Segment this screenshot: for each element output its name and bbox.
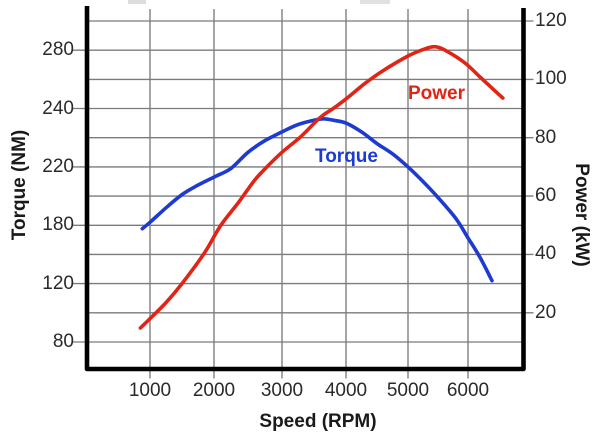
torque-curve	[140, 117, 494, 283]
x-tick-label: 2000	[192, 380, 236, 401]
y-left-tick-label: 80	[52, 330, 74, 352]
cropped-title-remnant	[360, 0, 390, 4]
torque-curve-label: Torque	[315, 146, 378, 167]
cropped-title-remnant	[128, 0, 146, 4]
y-right-axis-title: Power (kW)	[571, 163, 592, 267]
y-left-tick-label: 220	[42, 155, 74, 177]
y-left-tick-label: 280	[42, 39, 74, 61]
y-left-tick-label: 240	[42, 97, 74, 119]
y-left-tick-label: 180	[42, 214, 74, 236]
y-right-tick-label: 60	[535, 185, 557, 207]
x-tick-label: 3000	[260, 380, 304, 401]
power-curve-label: Power	[408, 83, 466, 104]
plot-border	[84, 6, 526, 372]
power-curve	[138, 44, 505, 330]
y-right-tick-label: 120	[535, 10, 567, 31]
y-right-tick-label: 20	[535, 301, 557, 323]
y-left-axis-title: Torque (NM)	[9, 129, 30, 241]
y-right-tick-label: 100	[535, 68, 567, 90]
y-right-tick-label: 80	[535, 126, 557, 148]
x-axis-title: Speed (RPM)	[259, 411, 377, 432]
x-tick-label: 5000	[386, 380, 430, 401]
y-left-tick-label: 120	[42, 272, 74, 294]
x-tick-label: 6000	[446, 380, 490, 401]
x-tick-label: 4000	[324, 380, 368, 401]
y-right-tick-label: 40	[535, 243, 557, 265]
x-tick-label: 1000	[128, 380, 172, 401]
